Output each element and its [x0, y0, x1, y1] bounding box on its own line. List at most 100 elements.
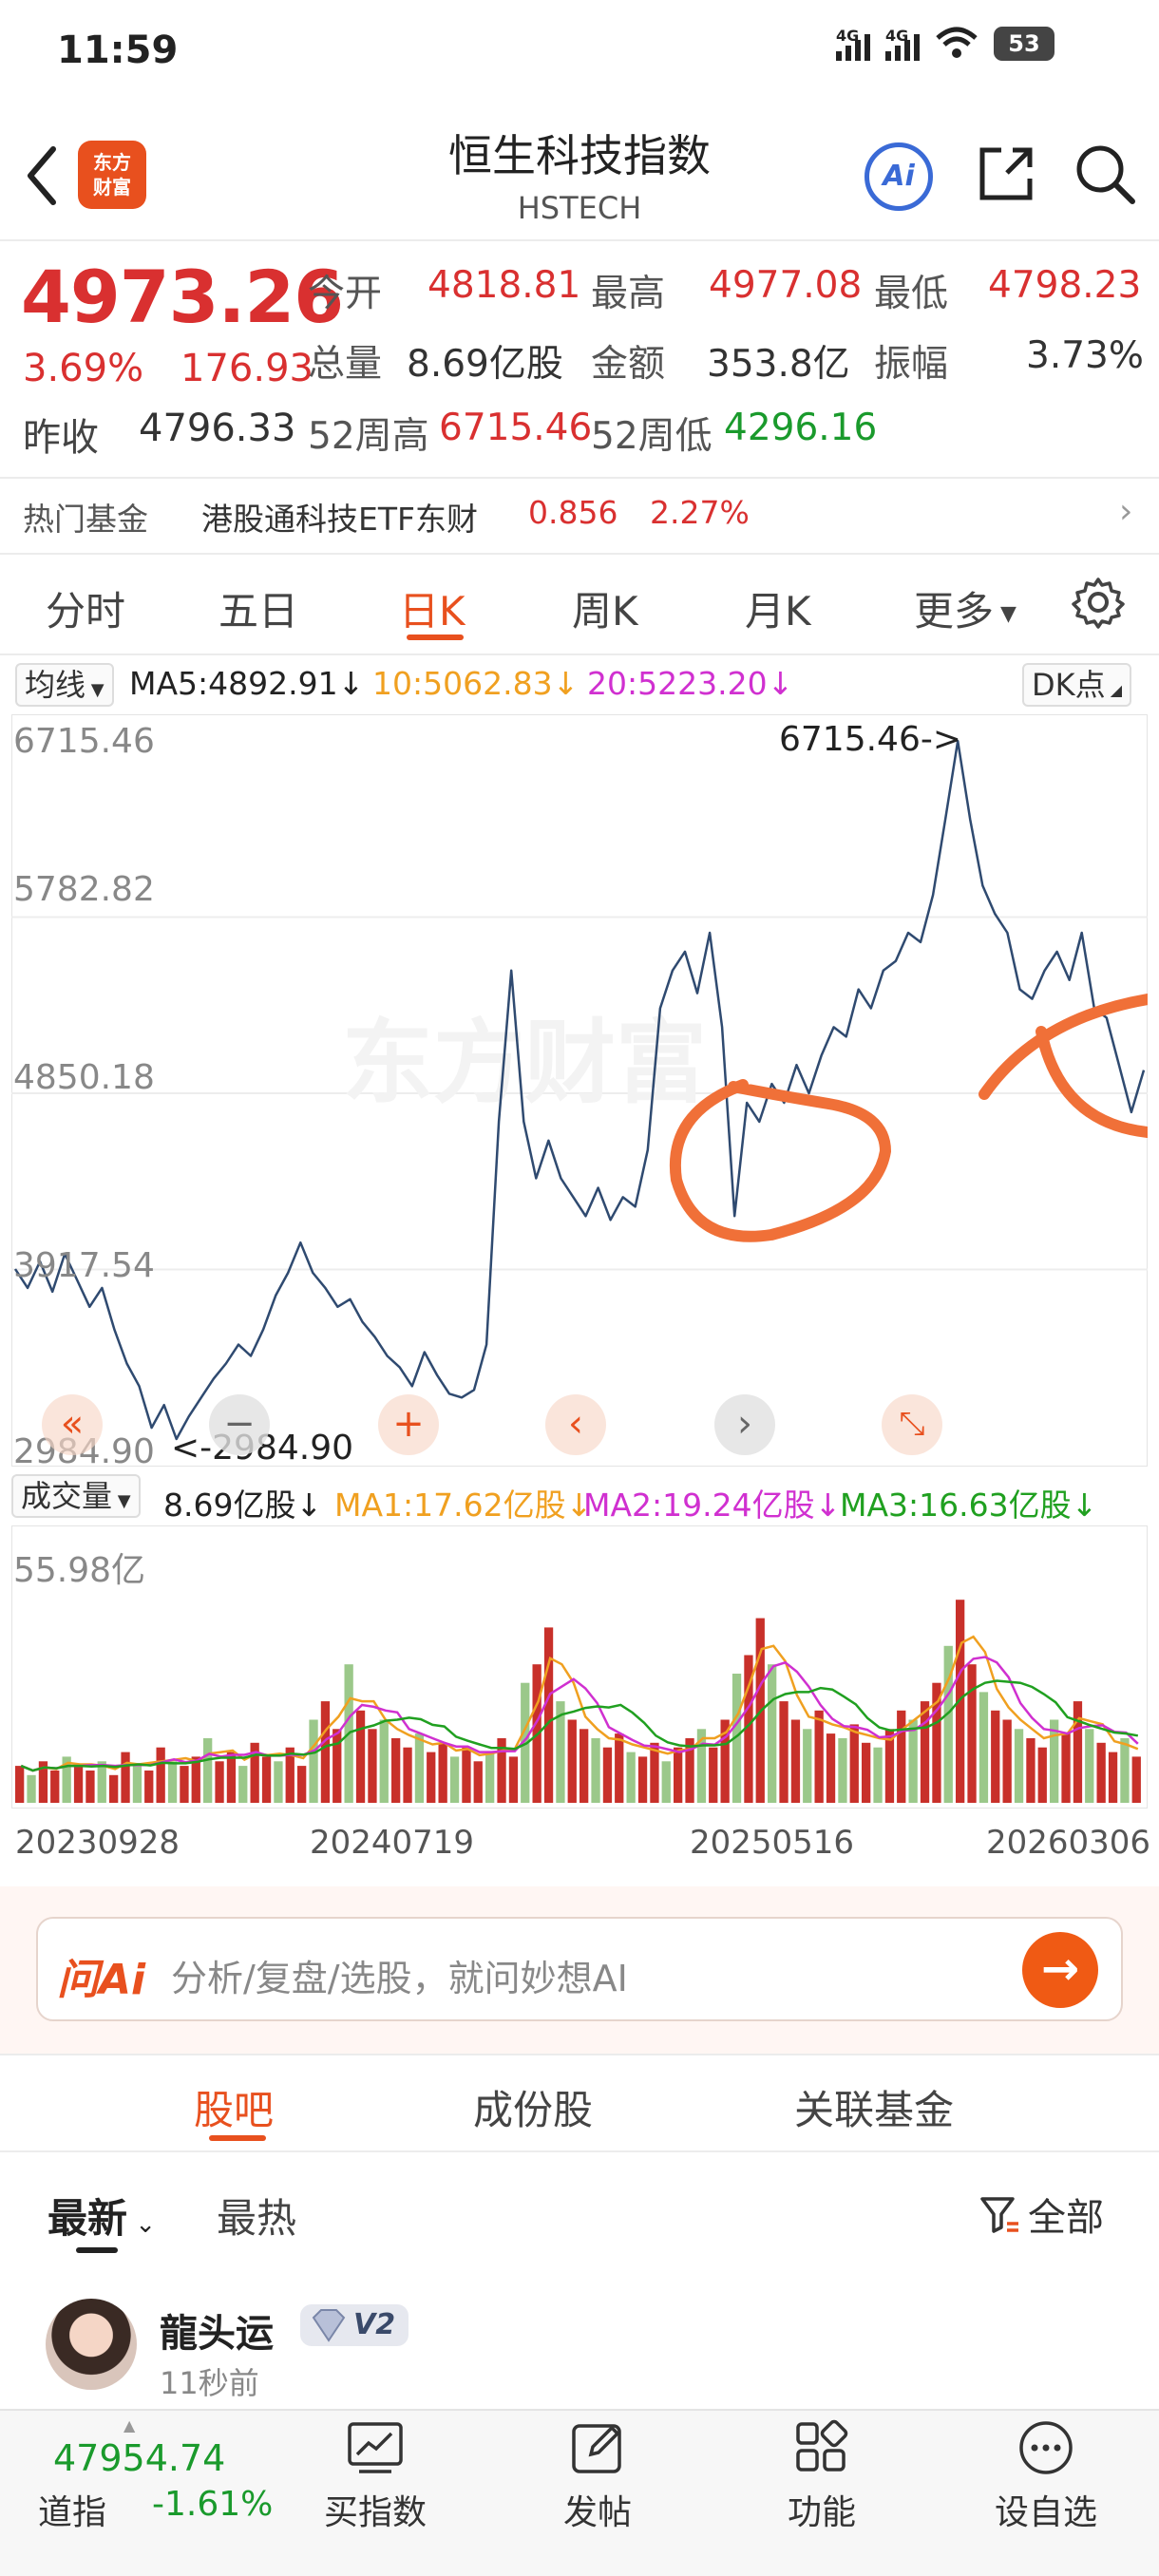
dow-jones-change[interactable]: -1.61%	[152, 2485, 274, 2524]
tab-forum[interactable]: 股吧	[194, 2087, 275, 2133]
volume-bar	[862, 1742, 871, 1803]
volume-chart	[11, 1525, 1148, 1809]
x-tick: 20240719	[310, 1824, 475, 1862]
trend-chart-icon	[348, 2422, 403, 2473]
volume-bar	[508, 1756, 519, 1803]
low-value: 4798.23	[988, 264, 1142, 307]
zoom-out-button[interactable]: −	[209, 1394, 270, 1455]
ai-logo: 问Ai	[57, 1956, 146, 2004]
nav-post[interactable]: 发帖	[517, 2418, 678, 2534]
sub-tab-underline	[209, 2135, 266, 2141]
fullscreen-icon[interactable]: ⤡	[882, 1394, 942, 1455]
tab-related-funds[interactable]: 关联基金	[794, 2087, 955, 2133]
volume-bar	[449, 1756, 460, 1803]
indicator-select[interactable]: 均线 ▼	[15, 663, 114, 707]
volume-bar	[543, 1627, 554, 1803]
volume-bar	[591, 1738, 600, 1803]
zoom-in-button[interactable]: +	[378, 1394, 439, 1455]
volume-bar	[427, 1752, 436, 1803]
nav-add-watchlist[interactable]: 设自选	[965, 2418, 1127, 2534]
change-pct: 3.69%	[23, 347, 144, 390]
ai-search-input[interactable]	[36, 1917, 1123, 2021]
volume-bar	[180, 1766, 189, 1803]
signal-icon: 4G	[836, 27, 870, 61]
caret-up-icon: ▲	[124, 2416, 136, 2434]
dow-jones-value[interactable]: 47954.74	[53, 2437, 226, 2479]
volume-bar	[144, 1771, 154, 1803]
tab-underline	[407, 635, 464, 640]
arrow-right-icon[interactable]: →	[1022, 1932, 1098, 2008]
ai-search-placeholder[interactable]: 分析/复盘/选股，就问妙想AI	[171, 1958, 628, 1999]
signal-icon-2: 4G	[885, 27, 920, 61]
sort-newest[interactable]: 最新 ⌄	[48, 2195, 157, 2242]
share-icon[interactable]	[973, 141, 1039, 207]
tab-constituents[interactable]: 成份股	[473, 2087, 594, 2133]
dow-jones-name[interactable]: 道指	[38, 2493, 107, 2532]
wifi-icon	[936, 27, 978, 58]
volume-bar	[897, 1710, 906, 1803]
avatar[interactable]	[46, 2299, 137, 2390]
volume-bar	[696, 1729, 707, 1803]
volume-bar	[379, 1719, 389, 1803]
back-button[interactable]	[17, 138, 74, 214]
volume-bar	[1131, 1756, 1141, 1803]
volume-bar	[732, 1674, 742, 1803]
volume-bar	[556, 1701, 565, 1803]
dk-button[interactable]: DK点 ◢	[1022, 663, 1132, 707]
sort-hottest[interactable]: 最热	[217, 2195, 297, 2242]
open-value: 4818.81	[428, 264, 581, 307]
volume-bar	[956, 1600, 965, 1803]
ma20-value: 20:5223.20↓	[587, 665, 794, 702]
gear-icon[interactable]	[1072, 576, 1125, 629]
tab-intraday[interactable]: 分时	[46, 588, 126, 635]
filter-button[interactable]: 全部	[978, 2187, 1104, 2242]
volume-bar	[438, 1742, 447, 1803]
volume-bar	[709, 1747, 718, 1803]
ai-button[interactable]: Ai	[864, 142, 933, 211]
volume-bar	[191, 1756, 200, 1803]
quote-divider	[0, 477, 1159, 479]
volume-bar	[790, 1719, 801, 1803]
nav-functions[interactable]: 功能	[741, 2418, 902, 2534]
volume-bar	[580, 1729, 589, 1803]
volume-bar	[50, 1771, 60, 1803]
volume-bar	[97, 1761, 106, 1803]
tab-more[interactable]: 更多 ▼	[914, 588, 1016, 635]
volume-bar	[132, 1766, 142, 1803]
status-time: 11:59	[57, 28, 179, 72]
tab-monthly-k[interactable]: 月K	[745, 588, 811, 635]
diamond-icon	[312, 2309, 346, 2342]
chevron-right-icon[interactable]: ›	[1119, 492, 1133, 531]
annotation-circle	[669, 1079, 892, 1242]
more-icon	[1019, 2421, 1073, 2474]
post-username[interactable]: 龍头运	[160, 2312, 274, 2356]
scroll-left-button[interactable]: ‹	[545, 1394, 606, 1455]
scroll-right-button[interactable]: ›	[714, 1394, 775, 1455]
volume-bar	[779, 1701, 788, 1803]
tab-weekly-k[interactable]: 周K	[572, 588, 638, 635]
volume-bar	[1026, 1738, 1036, 1803]
w52-high-value: 6715.46	[439, 407, 593, 449]
volume-bar	[1014, 1729, 1024, 1803]
scroll-left-fast-button[interactable]: «	[42, 1394, 103, 1455]
nav-buy-index[interactable]: 买指数	[294, 2418, 456, 2534]
volume-bar	[309, 1719, 318, 1803]
volume-bar	[1050, 1719, 1059, 1803]
filter-icon	[980, 2197, 1018, 2233]
volume-bar	[203, 1738, 213, 1803]
volume-value: 8.69亿股	[407, 343, 563, 386]
tab-five-day[interactable]: 五日	[218, 588, 299, 635]
volume-bar	[62, 1756, 71, 1803]
hot-fund-change: 2.27%	[650, 494, 750, 531]
last-price: 4973.26	[21, 255, 344, 339]
ai-divider	[0, 2054, 1159, 2055]
high-value: 4977.08	[709, 264, 863, 307]
search-icon[interactable]	[1072, 141, 1138, 207]
volume-bar	[355, 1710, 366, 1803]
volume-select[interactable]: 成交量 ▼	[11, 1474, 141, 1518]
tab-daily-k[interactable]: 日K	[399, 588, 466, 635]
price-chart[interactable]: 东方财富	[11, 714, 1148, 1467]
hot-fund-name[interactable]: 港股通科技ETF东财	[201, 501, 478, 538]
y-tick: 4850.18	[13, 1058, 155, 1097]
low-label: 最低	[874, 273, 949, 315]
